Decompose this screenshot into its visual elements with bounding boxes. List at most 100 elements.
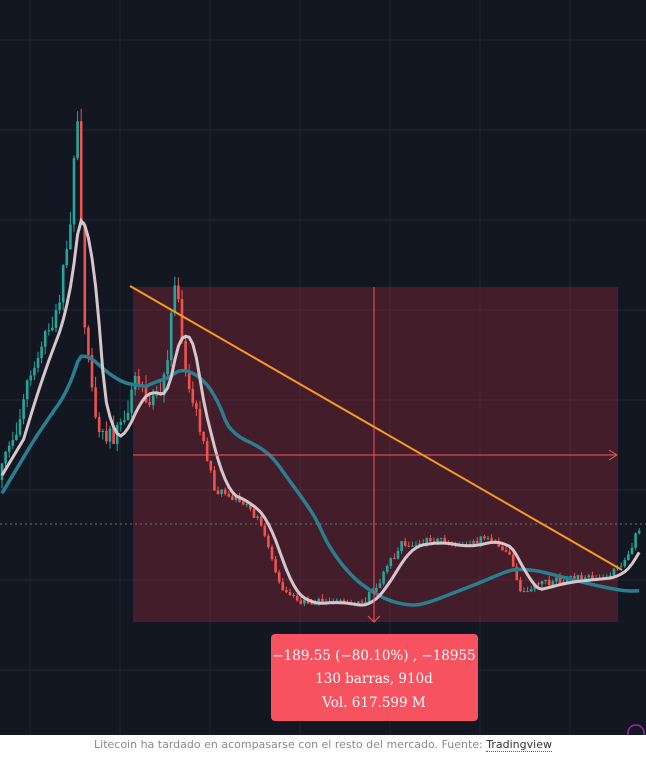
candle-body — [205, 441, 209, 461]
candle-body — [310, 603, 313, 605]
candle-body — [94, 387, 97, 418]
candle-body — [587, 575, 591, 578]
candle-body — [475, 541, 479, 544]
candle-body — [299, 600, 303, 604]
candle-body — [547, 579, 551, 586]
trend-line — [129, 285, 623, 571]
candle-body — [267, 535, 270, 548]
candle-body — [580, 575, 583, 580]
candle-body — [223, 489, 227, 494]
candle-body — [472, 541, 475, 545]
candle-body — [385, 565, 389, 572]
candle-body — [51, 327, 54, 331]
candle-body — [529, 589, 533, 592]
candle-body — [126, 412, 130, 421]
candle-body — [90, 355, 94, 388]
candle-body — [342, 600, 346, 602]
candle-body — [591, 575, 594, 580]
candle-body — [425, 538, 429, 545]
candle-body — [504, 550, 508, 552]
caption-text: Litecoin ha tardado en acompasarse con e… — [94, 738, 483, 751]
candle-body — [58, 302, 61, 311]
candle-body — [11, 439, 15, 446]
candle-body — [231, 496, 234, 500]
candle-body — [184, 341, 187, 372]
candle-body — [339, 600, 342, 602]
candle-body — [407, 545, 411, 547]
candle-body — [169, 312, 173, 361]
candle-body — [112, 428, 115, 444]
chart: −189.55 (−80.10%) , −18955 130 barras, 9… — [0, 0, 646, 735]
candle-body — [479, 536, 483, 544]
candle-body — [54, 310, 58, 328]
candle-body — [357, 601, 360, 604]
candle-body — [173, 285, 177, 313]
candle-body — [400, 541, 403, 552]
candle-body — [634, 533, 637, 548]
tooltip — [271, 634, 478, 721]
candle-body — [198, 408, 202, 432]
candle-body — [227, 493, 231, 497]
candle-body — [270, 547, 274, 560]
candle-body — [133, 375, 137, 390]
candle-body — [29, 375, 33, 381]
candle-body — [274, 559, 277, 573]
candle-body — [162, 374, 166, 396]
candle-body — [292, 594, 295, 597]
candle-body — [187, 371, 191, 390]
candle-body — [573, 576, 576, 580]
candle-body — [252, 509, 256, 518]
candle-body — [637, 530, 641, 534]
candle-body — [281, 582, 285, 591]
tooltip-bars: 130 barras, 910d — [315, 671, 433, 687]
candle-body — [105, 430, 108, 442]
candle-body — [627, 554, 630, 561]
source-link[interactable]: Tradingview — [486, 738, 552, 752]
candle-body — [155, 394, 159, 396]
candle-body — [22, 399, 25, 420]
candle-body — [177, 285, 180, 300]
candle-body — [411, 545, 414, 547]
candle-body — [130, 389, 133, 413]
candle-body — [295, 596, 299, 601]
candle-body — [443, 537, 447, 544]
candle-body — [47, 330, 51, 332]
candle-body — [519, 579, 522, 592]
moving-average — [0, 354, 640, 607]
candle-body — [508, 551, 511, 555]
candle-body — [375, 588, 378, 592]
candle-body — [61, 265, 65, 303]
candle-body — [209, 460, 213, 471]
candle-body — [245, 503, 249, 505]
candle-body — [439, 537, 443, 539]
candle-body — [583, 577, 587, 580]
candle-body — [25, 380, 29, 400]
candle-body — [69, 224, 72, 250]
candle-body — [137, 375, 141, 386]
candle-body — [555, 577, 558, 582]
tooltip-volume: Vol. 617.599 M — [321, 695, 426, 711]
candle-body — [414, 545, 418, 547]
candle-body — [213, 470, 216, 491]
candle-body — [619, 566, 623, 568]
candle-body — [382, 571, 385, 584]
candle-body — [166, 360, 169, 375]
candle-body — [148, 402, 151, 406]
candle-body — [123, 420, 126, 422]
candle-body — [436, 538, 439, 543]
candle-body — [202, 431, 205, 442]
candle-body — [65, 249, 69, 266]
candle-body — [7, 445, 11, 452]
candle-body — [15, 434, 18, 440]
candle-body — [576, 575, 580, 580]
candle-body — [317, 598, 321, 604]
candle-body — [119, 421, 123, 425]
candle-body — [101, 430, 105, 432]
candle-body — [79, 121, 83, 225]
candle-body — [630, 547, 634, 555]
candle-body — [612, 568, 616, 576]
candle-body — [551, 581, 555, 586]
candle-body — [216, 490, 220, 495]
candle-body — [36, 358, 40, 368]
candle-body — [511, 554, 515, 567]
